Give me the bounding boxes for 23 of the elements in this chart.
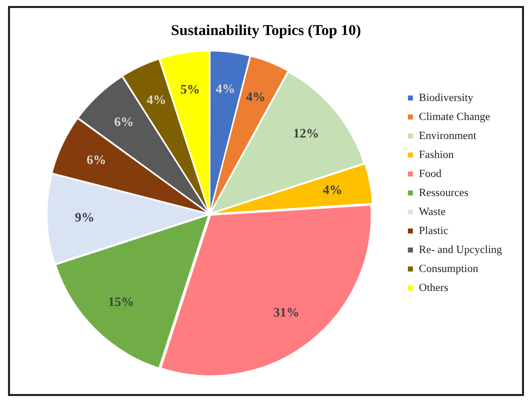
data-label: 4% [216, 81, 236, 96]
data-label: 4% [322, 182, 342, 197]
legend-label: Re- and Upcycling [418, 244, 502, 256]
legend-label: Climate Change [418, 110, 490, 123]
data-label: 6% [114, 114, 134, 130]
legend-label: Environment [418, 130, 476, 142]
data-label: 9% [74, 209, 94, 224]
legend-label: Consumption [418, 262, 479, 275]
data-label: 4% [146, 92, 166, 108]
data-label: 5% [180, 82, 200, 97]
legend-label: Ressources [418, 186, 468, 199]
data-label: 15% [108, 294, 134, 309]
legend-label: Others [418, 282, 448, 294]
data-label: 31% [273, 304, 300, 320]
data-label: 12% [293, 126, 320, 141]
legend-label: Waste [418, 206, 446, 218]
legend-label: Biodiversity [418, 92, 474, 104]
legend-label: Fashion [418, 148, 454, 161]
data-label: 4% [246, 88, 266, 104]
legend-label: Plastic [418, 224, 448, 237]
legend-label: Food [418, 168, 442, 180]
chart-title: Sustainability Topics (Top 10) [171, 22, 361, 39]
data-label: 6% [86, 152, 106, 168]
